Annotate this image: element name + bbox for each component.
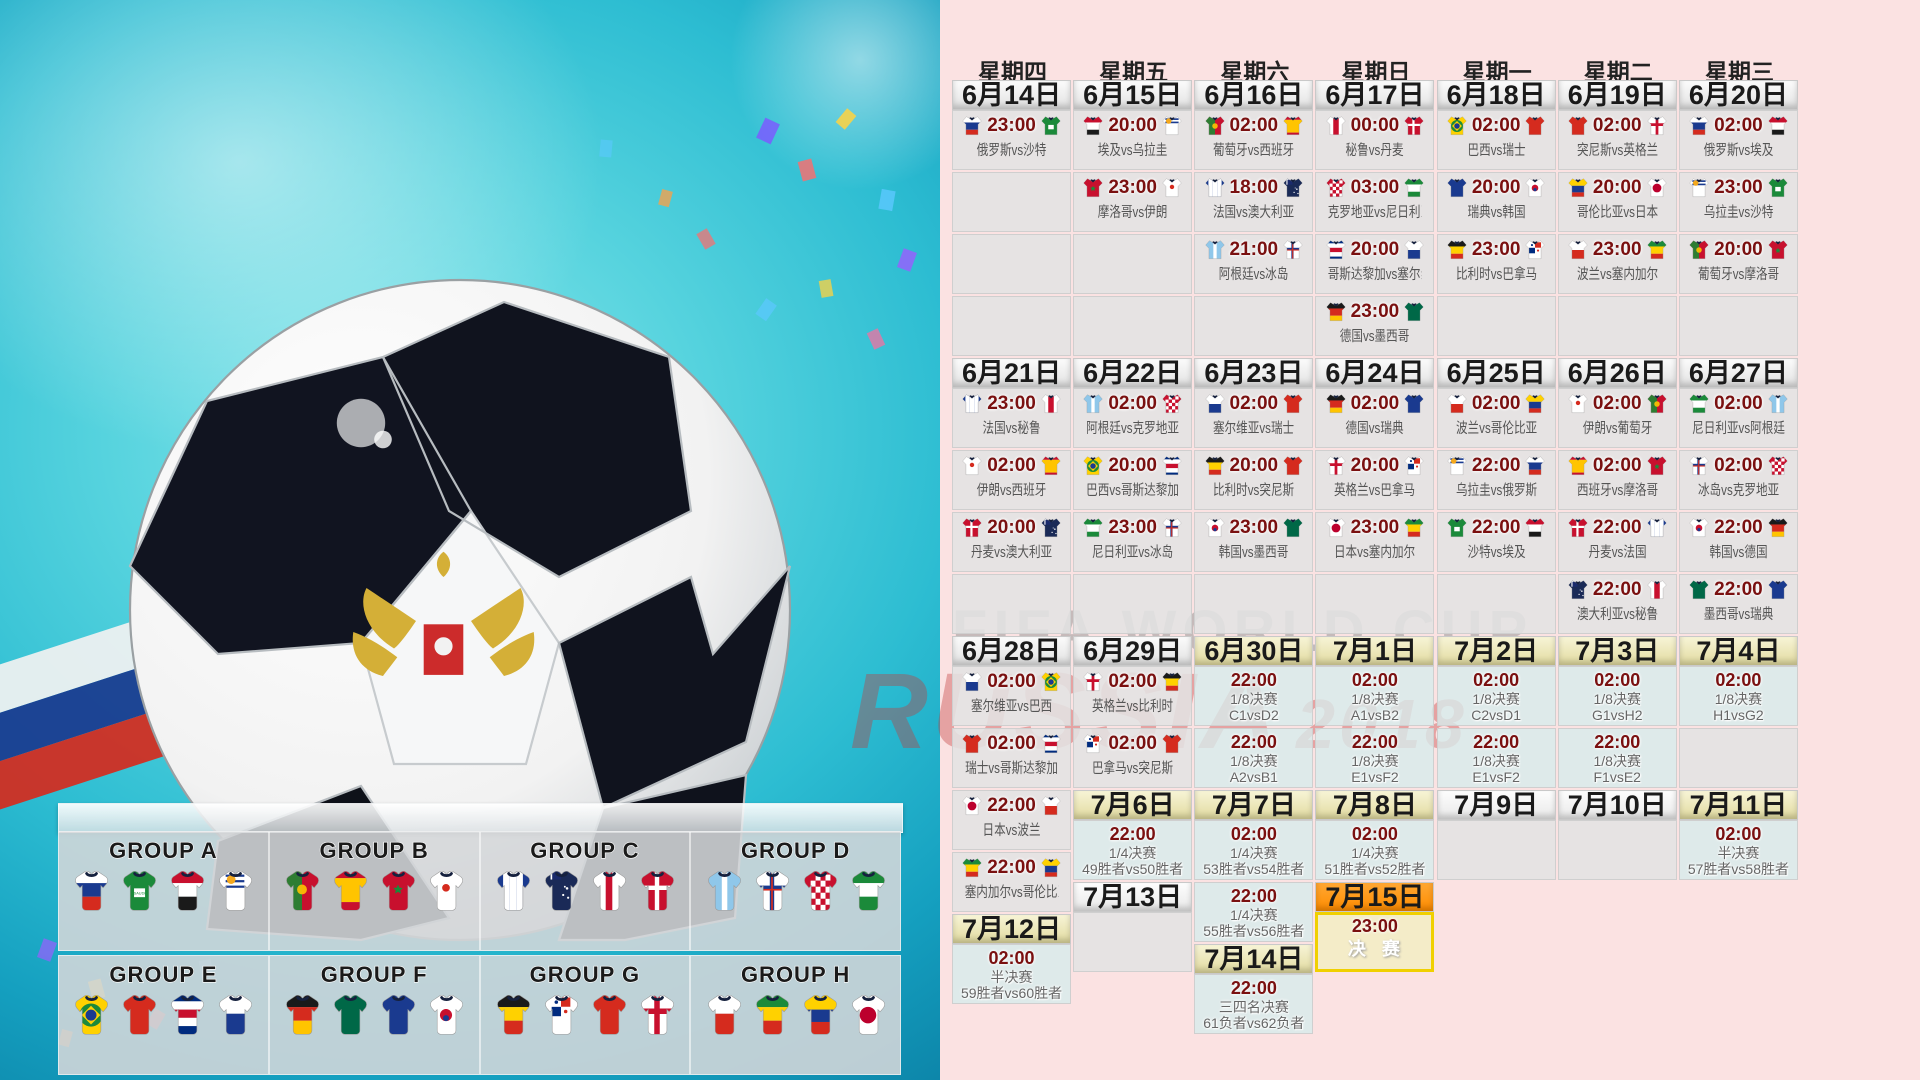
- svg-text:SAUDI: SAUDI: [134, 891, 146, 895]
